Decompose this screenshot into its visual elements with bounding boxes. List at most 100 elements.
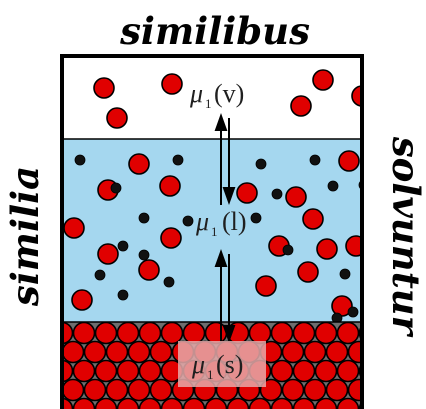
solute-particle	[236, 182, 258, 204]
solvent-particle	[255, 158, 267, 170]
solvent-particle	[365, 225, 375, 235]
solid-lattice-particle	[204, 397, 228, 409]
solid-lattice-particle	[116, 359, 140, 383]
solid-lattice-particle	[62, 359, 74, 383]
solvent-particle	[163, 276, 175, 288]
solvent-particle	[347, 306, 359, 318]
solid-lattice-particle	[105, 340, 129, 364]
mu-symbol: μ	[195, 207, 209, 236]
solvent-particle	[327, 180, 339, 192]
mu-subscript: 1	[205, 96, 212, 111]
solute-particle	[138, 259, 160, 281]
solid-lattice-particle	[116, 397, 140, 409]
solid-lattice-particle	[336, 397, 360, 409]
caption-right: solvuntur	[384, 136, 426, 338]
solid-lattice-particle	[347, 340, 362, 364]
solute-particle	[97, 243, 119, 265]
solid-lattice-particle	[270, 359, 294, 383]
solid-lattice-particle	[325, 378, 349, 402]
solid-lattice-particle	[314, 397, 338, 409]
solid-lattice-particle	[314, 322, 338, 345]
caption-left: similia	[3, 166, 47, 307]
solvent-particle	[309, 154, 321, 166]
solid-lattice-particle	[138, 397, 162, 409]
solvent-particle	[74, 154, 86, 166]
solid-lattice-particle	[62, 397, 74, 409]
solute-particle	[290, 95, 312, 117]
vapor-particles	[93, 69, 362, 129]
solid-lattice-particle	[83, 378, 107, 402]
solid-lattice-particle	[72, 322, 96, 345]
solid-lattice-particle	[182, 322, 206, 345]
mu-symbol: μ	[189, 79, 203, 108]
solvent-particle	[110, 182, 122, 194]
solid-lattice-particle	[182, 397, 206, 409]
solid-label-box	[178, 341, 266, 387]
liquid-phase	[62, 139, 362, 322]
solid-lattice-particle	[270, 322, 294, 345]
solid-lattice-particle	[303, 378, 327, 402]
solid-lattice-particle	[149, 378, 173, 402]
solvent-particle	[138, 249, 150, 261]
solid-lattice-particle	[127, 378, 151, 402]
phase-state: (s)	[216, 350, 243, 379]
beaker-outline	[60, 54, 364, 409]
solid-lattice-particle	[127, 340, 151, 364]
solid-lattice-particle	[248, 322, 272, 345]
solid-lattice-particle	[62, 340, 85, 364]
solute-particle	[71, 289, 93, 311]
solid-lattice-particle	[336, 322, 360, 345]
phase-state: (v)	[214, 79, 244, 108]
solute-particle	[297, 261, 319, 283]
solid-lattice-particle	[94, 397, 118, 409]
solvent-particle	[339, 268, 351, 280]
solid-lattice-particle	[138, 359, 162, 383]
mu-symbol: μ	[191, 350, 205, 379]
solid-lattice-particle	[160, 397, 184, 409]
solute-particle	[316, 238, 338, 260]
solid-potential-label: μ 1 (s)	[178, 341, 266, 387]
solid-lattice-particle	[138, 322, 162, 345]
solid-lattice-particle	[292, 322, 316, 345]
solid-lattice-particle	[336, 359, 360, 383]
solute-particle	[159, 175, 181, 197]
solid-lattice-particle	[72, 359, 96, 383]
solvent-particle	[250, 212, 262, 224]
solid-lattice-particle	[270, 397, 294, 409]
solute-particle	[312, 69, 334, 91]
solute-particle	[63, 217, 85, 239]
mu-subscript: 1	[211, 224, 218, 239]
solid-particles	[62, 322, 362, 409]
solid-lattice-particle	[105, 378, 129, 402]
solute-particle	[106, 107, 128, 129]
solute-particle	[160, 227, 182, 249]
solvent-particle	[94, 269, 106, 281]
phase-state: (l)	[222, 207, 247, 236]
solvent-particle	[271, 188, 283, 200]
solid-lattice-particle	[325, 340, 349, 364]
solid-lattice-particle	[72, 397, 96, 409]
solid-lattice-particle	[303, 340, 327, 364]
solvent-particle	[331, 312, 343, 322]
solid-lattice-particle	[314, 359, 338, 383]
solid-lattice-particle	[160, 322, 184, 345]
solid-lattice-particle	[292, 397, 316, 409]
solid-lattice-particle	[83, 340, 107, 364]
solute-particle	[302, 208, 324, 230]
solvent-particle	[282, 244, 294, 256]
solid-lattice-particle	[116, 322, 140, 345]
solute-particle	[255, 275, 277, 297]
solvent-particle	[117, 289, 129, 301]
solute-particle	[128, 153, 150, 175]
equilibrium-arrows-icon	[214, 113, 236, 343]
solid-lattice-particle	[62, 322, 74, 345]
solute-particle	[345, 235, 362, 257]
solute-particle	[93, 77, 115, 99]
solid-lattice-particle	[281, 340, 305, 364]
solid-lattice-particle	[149, 340, 173, 364]
liquid-potential-label: μ 1 (l)	[195, 207, 247, 239]
mu-subscript: 1	[207, 367, 214, 382]
solvent-particle	[182, 215, 194, 227]
solvent-particle	[117, 240, 129, 252]
